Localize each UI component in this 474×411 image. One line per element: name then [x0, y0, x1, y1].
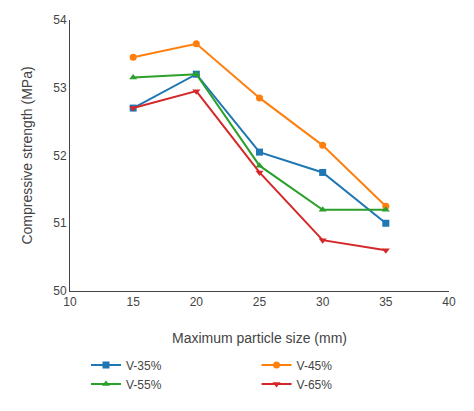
- svg-text:Maximum particle size (mm): Maximum particle size (mm): [172, 330, 347, 346]
- svg-text:V-55%: V-55%: [126, 378, 162, 392]
- svg-text:15: 15: [126, 295, 140, 309]
- svg-text:51: 51: [53, 216, 67, 230]
- svg-text:V-45%: V-45%: [297, 359, 333, 373]
- svg-text:V-65%: V-65%: [297, 378, 333, 392]
- svg-text:54: 54: [53, 13, 67, 27]
- svg-text:35: 35: [379, 295, 393, 309]
- svg-text:30: 30: [316, 295, 330, 309]
- svg-text:20: 20: [190, 295, 204, 309]
- svg-text:40: 40: [442, 295, 456, 309]
- svg-text:V-35%: V-35%: [126, 359, 162, 373]
- svg-text:52: 52: [53, 149, 67, 163]
- svg-text:53: 53: [53, 81, 67, 95]
- svg-text:10: 10: [63, 295, 77, 309]
- svg-text:25: 25: [253, 295, 267, 309]
- svg-text:Compressive strength (MPa): Compressive strength (MPa): [19, 66, 35, 244]
- svg-text:50: 50: [53, 284, 67, 298]
